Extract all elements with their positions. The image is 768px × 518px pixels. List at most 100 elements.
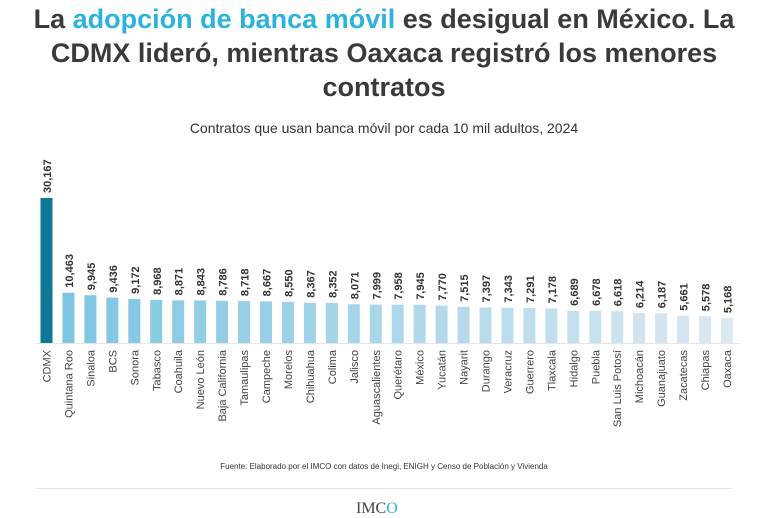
category-label: Colima xyxy=(327,349,339,384)
bar xyxy=(128,298,141,343)
category-label: Puebla xyxy=(590,349,602,384)
bar xyxy=(106,297,119,343)
bar xyxy=(435,305,448,343)
value-label: 9,945 xyxy=(86,263,98,291)
category-label: Guerrero xyxy=(524,350,536,394)
bar xyxy=(172,300,185,343)
bar xyxy=(347,304,360,343)
value-label: 5,661 xyxy=(679,283,691,311)
bar xyxy=(391,304,404,343)
value-label: 7,999 xyxy=(371,272,383,300)
value-label: 30,167 xyxy=(42,159,54,193)
category-label: BCS xyxy=(107,350,119,373)
category-label: Veracruz xyxy=(502,350,514,393)
bar xyxy=(84,295,97,343)
bar xyxy=(633,313,646,343)
category-label: Morelos xyxy=(283,350,295,390)
bar xyxy=(457,306,470,343)
category-label: Nuevo León xyxy=(195,350,207,409)
divider xyxy=(36,488,732,489)
value-label: 7,770 xyxy=(437,273,449,301)
value-label: 6,214 xyxy=(635,280,647,308)
category-label: Sonora xyxy=(129,349,141,385)
value-label: 7,343 xyxy=(503,275,515,303)
category-label: México xyxy=(415,350,427,385)
value-label: 8,968 xyxy=(152,267,164,295)
value-label: 8,352 xyxy=(327,270,339,298)
category-label: Tlaxcala xyxy=(546,349,558,391)
value-label: 7,178 xyxy=(547,276,559,304)
value-label: 8,786 xyxy=(218,268,230,296)
bar xyxy=(369,304,382,343)
title-highlight: adopción de banca móvil xyxy=(72,4,396,34)
value-label: 7,945 xyxy=(415,272,427,300)
category-label: Jalisco xyxy=(349,350,361,384)
category-label: Hidalgo xyxy=(568,350,580,387)
value-label: 6,187 xyxy=(657,281,669,309)
value-label: 6,689 xyxy=(569,278,581,306)
category-label: Guanajuato xyxy=(656,350,668,407)
value-label: 6,618 xyxy=(613,279,625,307)
chart-subtitle: Contratos que usan banca móvil por cada … xyxy=(189,120,579,136)
value-label: 7,515 xyxy=(459,274,471,302)
value-label: 8,550 xyxy=(283,269,295,297)
category-label: Tamaulipas xyxy=(239,350,251,406)
bar xyxy=(655,313,668,343)
value-label: 9,172 xyxy=(130,266,142,294)
category-label: Coahuila xyxy=(173,349,185,393)
category-label: Quintana Roo xyxy=(63,350,75,418)
bar xyxy=(720,318,733,343)
value-label: 6,678 xyxy=(591,278,603,306)
bar xyxy=(545,308,558,343)
value-label: 8,071 xyxy=(349,272,361,300)
source-note: Fuente: Elaborado por el IMCO con datos … xyxy=(220,462,548,471)
value-label: 7,291 xyxy=(525,275,537,303)
category-label: CDMX xyxy=(42,349,54,382)
category-label: Baja California xyxy=(217,349,229,421)
bar xyxy=(150,299,163,343)
bar-chart: 30,167 CDMX 10,463 Quintana Roo 9,945 Sinaloa… xyxy=(36,159,740,427)
bar xyxy=(216,300,229,343)
bar xyxy=(567,310,580,343)
bar xyxy=(589,310,602,343)
chart-title: La adopción de banca móvil es desigual e… xyxy=(0,2,768,104)
category-label: Chihuahua xyxy=(305,349,317,403)
bar xyxy=(260,301,272,343)
bar xyxy=(281,301,294,343)
category-label: San Luis Potosí xyxy=(612,350,624,427)
category-label: Tabasco xyxy=(151,350,163,391)
bar xyxy=(62,292,75,343)
value-label: 8,871 xyxy=(174,268,186,296)
title-text-rest: es desigual en México. La CDMX lideró, m… xyxy=(50,4,735,102)
category-label: Zacatecas xyxy=(678,350,690,401)
category-label: Sinaloa xyxy=(85,349,97,387)
bar xyxy=(413,304,426,343)
value-label: 8,667 xyxy=(262,269,274,297)
category-label: Chiapas xyxy=(700,350,712,391)
category-label: Yucatán xyxy=(437,350,449,390)
bar xyxy=(501,307,514,343)
bar xyxy=(325,302,338,343)
category-label: Querétaro xyxy=(393,350,405,400)
bar xyxy=(677,315,690,343)
bar xyxy=(40,198,53,343)
imco-logo: IMCO xyxy=(356,500,398,517)
value-label: 8,718 xyxy=(240,269,252,297)
bar xyxy=(238,301,251,343)
title-text: La xyxy=(33,4,73,34)
value-label: 7,958 xyxy=(393,272,405,300)
bar xyxy=(699,316,711,343)
value-label: 5,578 xyxy=(701,284,713,312)
value-label: 7,397 xyxy=(481,275,493,303)
bar xyxy=(303,302,316,343)
category-label: Oaxaca xyxy=(722,349,734,388)
value-label: 5,168 xyxy=(722,286,734,314)
bar xyxy=(611,311,624,343)
bar xyxy=(479,307,492,343)
value-label: 8,843 xyxy=(196,268,208,296)
value-label: 10,463 xyxy=(64,254,76,288)
category-label: Michoacán xyxy=(634,350,646,403)
category-label: Nayarit xyxy=(459,350,471,385)
category-label: Durango xyxy=(481,350,493,392)
value-label: 9,436 xyxy=(108,265,120,293)
